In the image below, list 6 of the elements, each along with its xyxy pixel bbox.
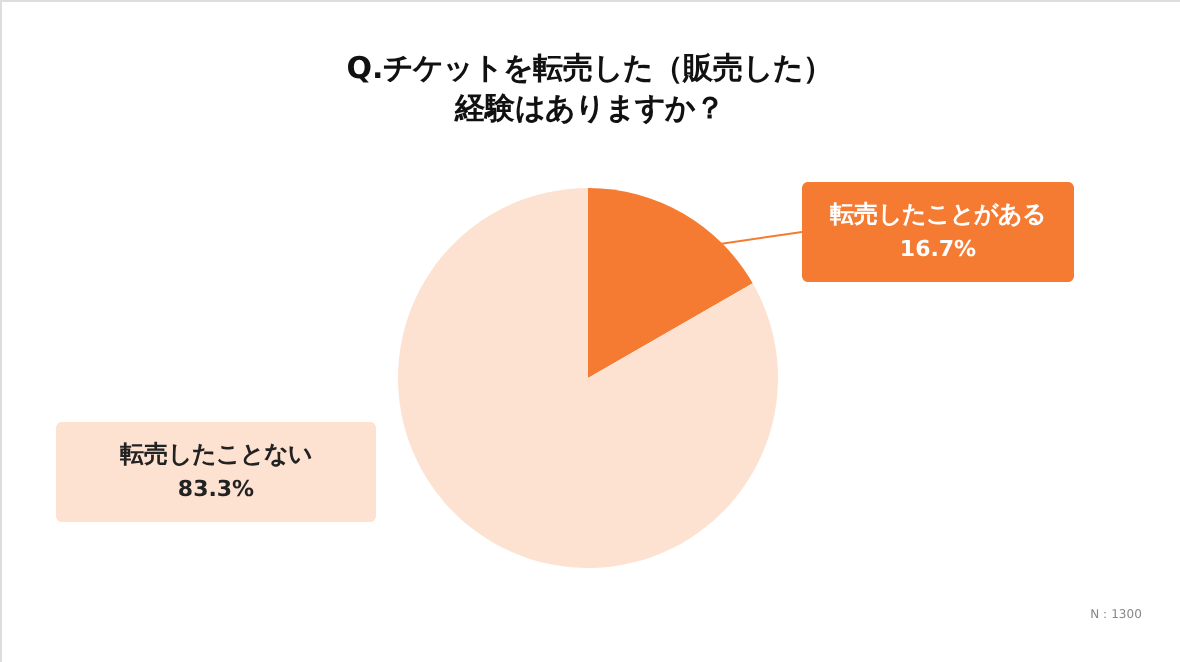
chart-title: Q.チケットを転売した（販売した）経験はありますか？ [346, 50, 834, 126]
pie-slice [398, 188, 778, 568]
data-label: 83.3% [177, 476, 255, 502]
slice-label: 転売したことない [120, 440, 312, 468]
slice-label: 転売したことがある [830, 200, 1046, 228]
data-label: 16.7% [899, 236, 977, 262]
